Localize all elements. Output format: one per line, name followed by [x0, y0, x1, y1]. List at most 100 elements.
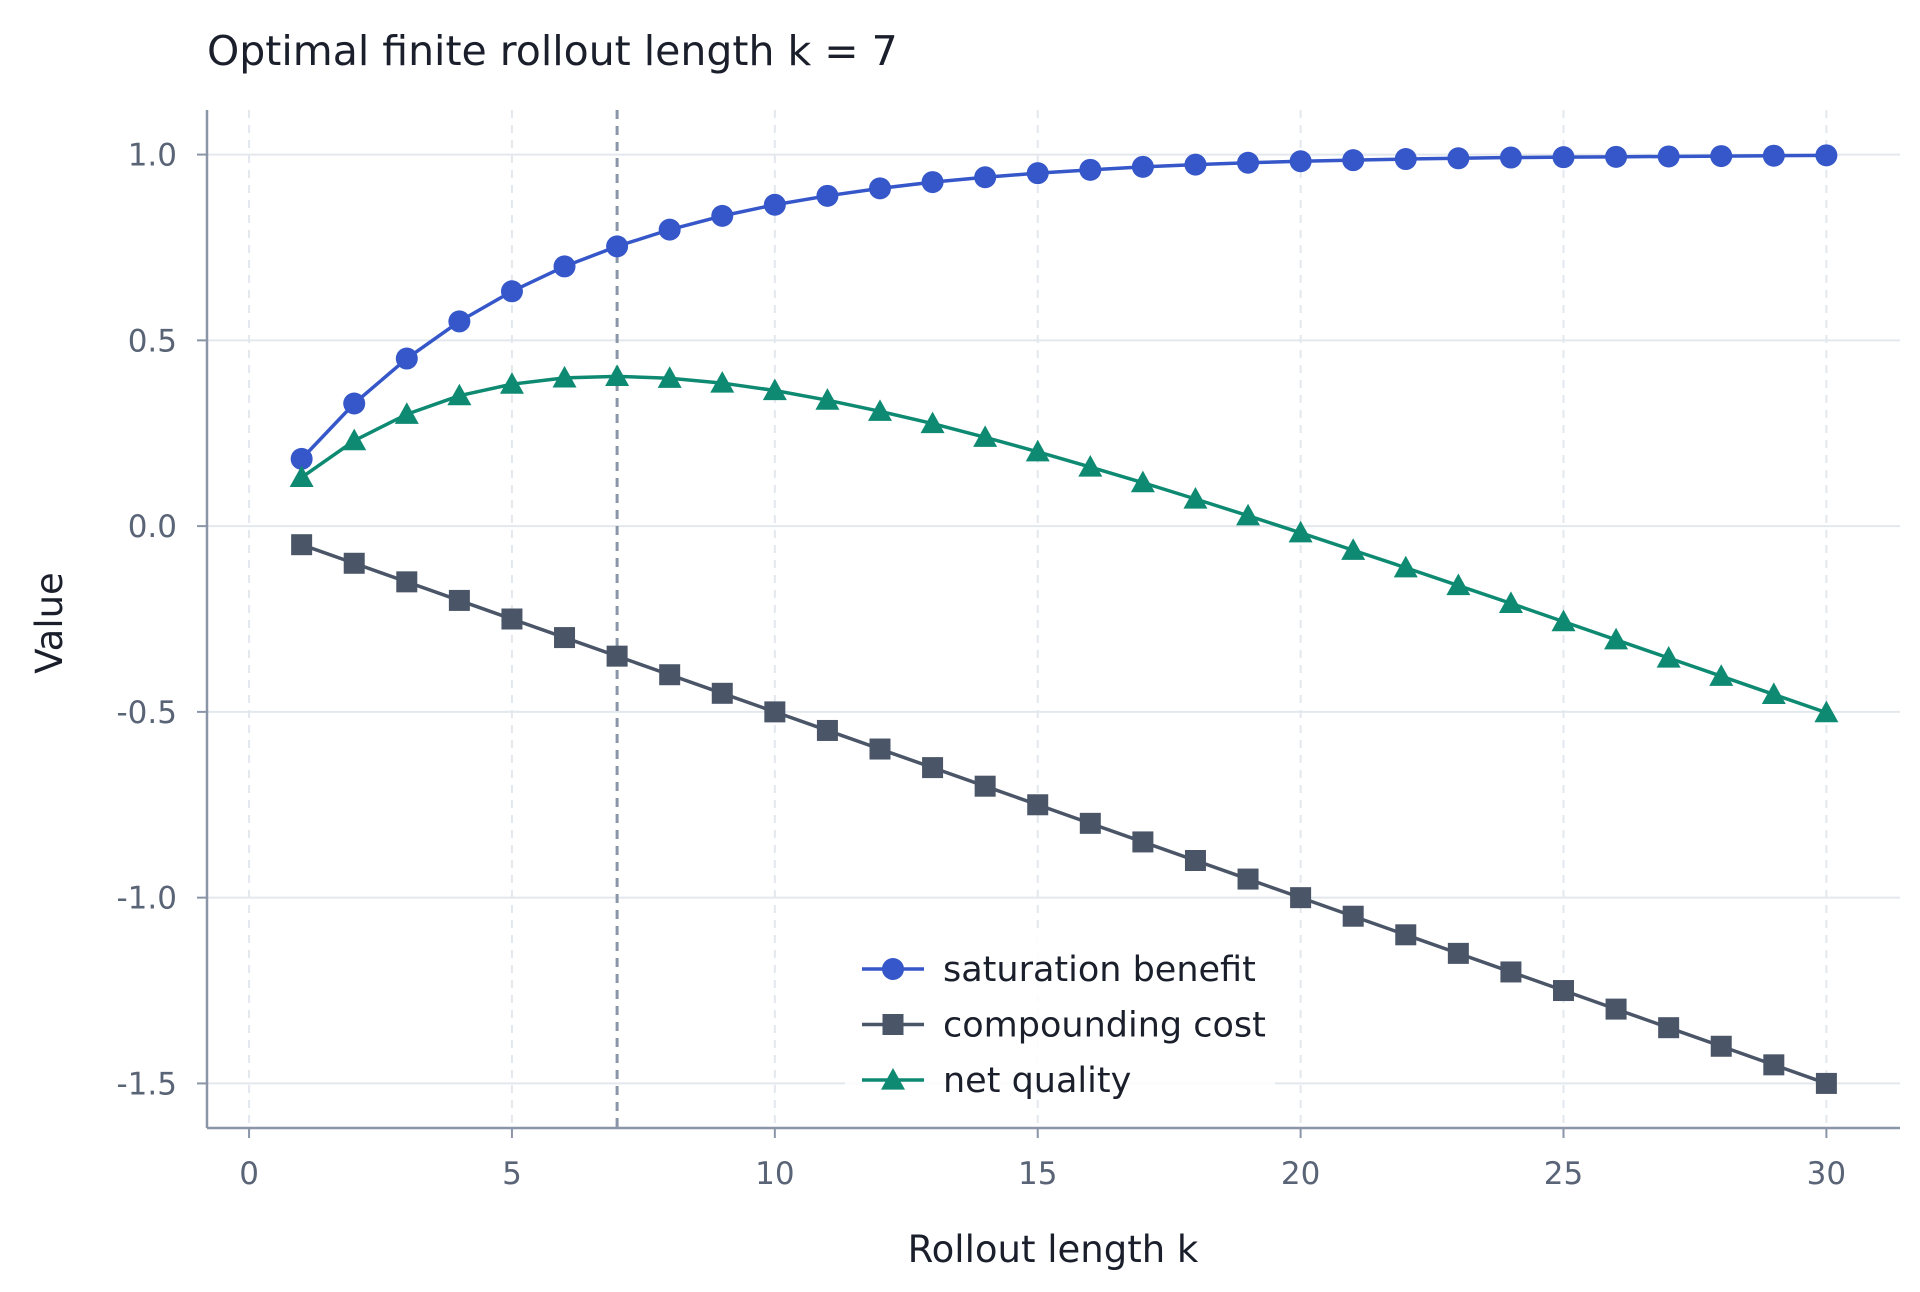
data-point-compounding-cost — [448, 589, 470, 611]
y-tick-label: -1.5 — [117, 1066, 178, 1102]
x-tick-label: 20 — [1281, 1156, 1320, 1192]
legend-marker-saturation-benefit — [882, 958, 904, 980]
tick-labels: 1.0 0.5 0.0 -0.5 -1.0 -1.5 0 5 10 15 20 25 30 — [117, 138, 1847, 1192]
data-point-net-quality — [1288, 520, 1313, 543]
data-point-net-quality — [1709, 664, 1734, 686]
x-tick-label: 15 — [1018, 1156, 1057, 1192]
data-point-saturation-benefit — [658, 218, 681, 241]
data-point-net-quality — [552, 365, 577, 388]
data-point-compounding-cost — [1395, 924, 1417, 946]
legend-marker-compounding-cost — [882, 1014, 904, 1035]
data-point-compounding-cost — [501, 608, 523, 630]
data-point-compounding-cost — [659, 664, 681, 686]
legend-box — [845, 928, 1275, 1090]
series-saturation-benefit — [290, 144, 1838, 470]
x-tick-label: 5 — [502, 1156, 522, 1192]
data-point-saturation-benefit — [921, 171, 944, 194]
data-point-net-quality — [1183, 486, 1208, 509]
data-point-saturation-benefit — [1079, 158, 1102, 181]
data-point-saturation-benefit — [1447, 147, 1470, 170]
data-point-compounding-cost — [1237, 868, 1259, 890]
data-point-saturation-benefit — [500, 280, 523, 303]
data-point-compounding-cost — [1184, 849, 1206, 871]
data-point-saturation-benefit — [1342, 149, 1365, 172]
data-point-net-quality — [1498, 591, 1523, 613]
data-point-net-quality — [1761, 682, 1786, 705]
data-point-net-quality — [447, 383, 472, 406]
data-point-compounding-cost — [764, 701, 786, 723]
data-point-compounding-cost — [1447, 942, 1469, 964]
data-point-saturation-benefit — [1499, 146, 1522, 169]
series-line-saturation-benefit — [300, 153, 1827, 461]
legend-label-compounding-cost: compounding cost — [943, 1006, 1266, 1046]
data-point-saturation-benefit — [711, 204, 734, 227]
legend-label-saturation-benefit: saturation benefit — [943, 950, 1256, 990]
data-point-compounding-cost — [711, 682, 733, 704]
data-point-net-quality — [1236, 503, 1261, 526]
data-point-compounding-cost — [974, 775, 996, 797]
data-point-net-quality — [815, 388, 840, 410]
data-point-net-quality — [1078, 455, 1103, 477]
data-point-net-quality — [1025, 439, 1050, 462]
x-tick-label: 25 — [1544, 1156, 1583, 1192]
data-point-net-quality — [1551, 609, 1576, 632]
data-point-saturation-benefit — [1762, 144, 1785, 167]
data-point-saturation-benefit — [1026, 162, 1049, 185]
data-point-net-quality — [1604, 627, 1629, 650]
data-point-saturation-benefit — [1710, 145, 1733, 168]
data-point-saturation-benefit — [290, 447, 313, 470]
data-point-net-quality — [1393, 555, 1418, 578]
data-point-compounding-cost — [554, 627, 576, 649]
data-point-compounding-cost — [396, 571, 418, 593]
x-tick-label: 10 — [755, 1156, 794, 1192]
data-point-net-quality — [394, 402, 419, 424]
data-point-saturation-benefit — [606, 235, 629, 258]
data-point-compounding-cost — [291, 534, 313, 556]
series-compounding-cost — [291, 534, 1837, 1094]
data-point-net-quality — [605, 364, 630, 386]
data-point-saturation-benefit — [448, 310, 471, 333]
data-point-saturation-benefit — [1552, 146, 1575, 169]
data-point-saturation-benefit — [1131, 155, 1154, 178]
series-net-quality — [289, 364, 1839, 723]
data-point-net-quality — [657, 366, 682, 388]
data-point-net-quality — [762, 378, 787, 401]
x-tick-label: 0 — [239, 1156, 259, 1192]
data-point-saturation-benefit — [1237, 151, 1260, 174]
data-point-compounding-cost — [1027, 794, 1049, 816]
data-point-compounding-cost — [1710, 1035, 1732, 1057]
data-point-saturation-benefit — [343, 392, 366, 415]
data-point-net-quality — [1446, 573, 1471, 596]
data-point-net-quality — [710, 371, 735, 393]
chart-title: Optimal finite rollout length k = 7 — [207, 27, 898, 75]
data-point-compounding-cost — [1079, 812, 1101, 834]
data-point-net-quality — [499, 372, 524, 394]
data-point-saturation-benefit — [1815, 144, 1838, 167]
grid — [197, 110, 1900, 1138]
y-axis-label: Value — [28, 572, 71, 674]
data-point-saturation-benefit — [763, 193, 786, 216]
data-point-compounding-cost — [1658, 1017, 1680, 1039]
y-tick-label: 0.5 — [128, 323, 177, 359]
data-point-saturation-benefit — [395, 347, 418, 370]
series-layer — [289, 144, 1839, 1094]
data-point-saturation-benefit — [1605, 145, 1628, 168]
series-line-net-quality — [300, 374, 1827, 715]
data-point-net-quality — [1656, 646, 1681, 668]
data-point-compounding-cost — [1553, 980, 1575, 1002]
data-point-compounding-cost — [1815, 1072, 1837, 1094]
data-point-saturation-benefit — [1657, 145, 1680, 168]
legend: saturation benefit compounding cost net qu… — [845, 928, 1275, 1101]
y-tick-label: -0.5 — [117, 695, 178, 731]
x-tick-label: 30 — [1807, 1156, 1846, 1192]
data-point-net-quality — [1341, 538, 1366, 560]
axes — [205, 110, 1900, 1130]
data-point-compounding-cost — [606, 645, 628, 667]
y-tick-label: -1.0 — [117, 881, 178, 917]
data-point-compounding-cost — [922, 757, 944, 779]
data-point-compounding-cost — [1290, 887, 1312, 909]
data-point-net-quality — [289, 465, 314, 488]
data-point-net-quality — [1814, 700, 1839, 723]
data-point-net-quality — [867, 399, 892, 421]
